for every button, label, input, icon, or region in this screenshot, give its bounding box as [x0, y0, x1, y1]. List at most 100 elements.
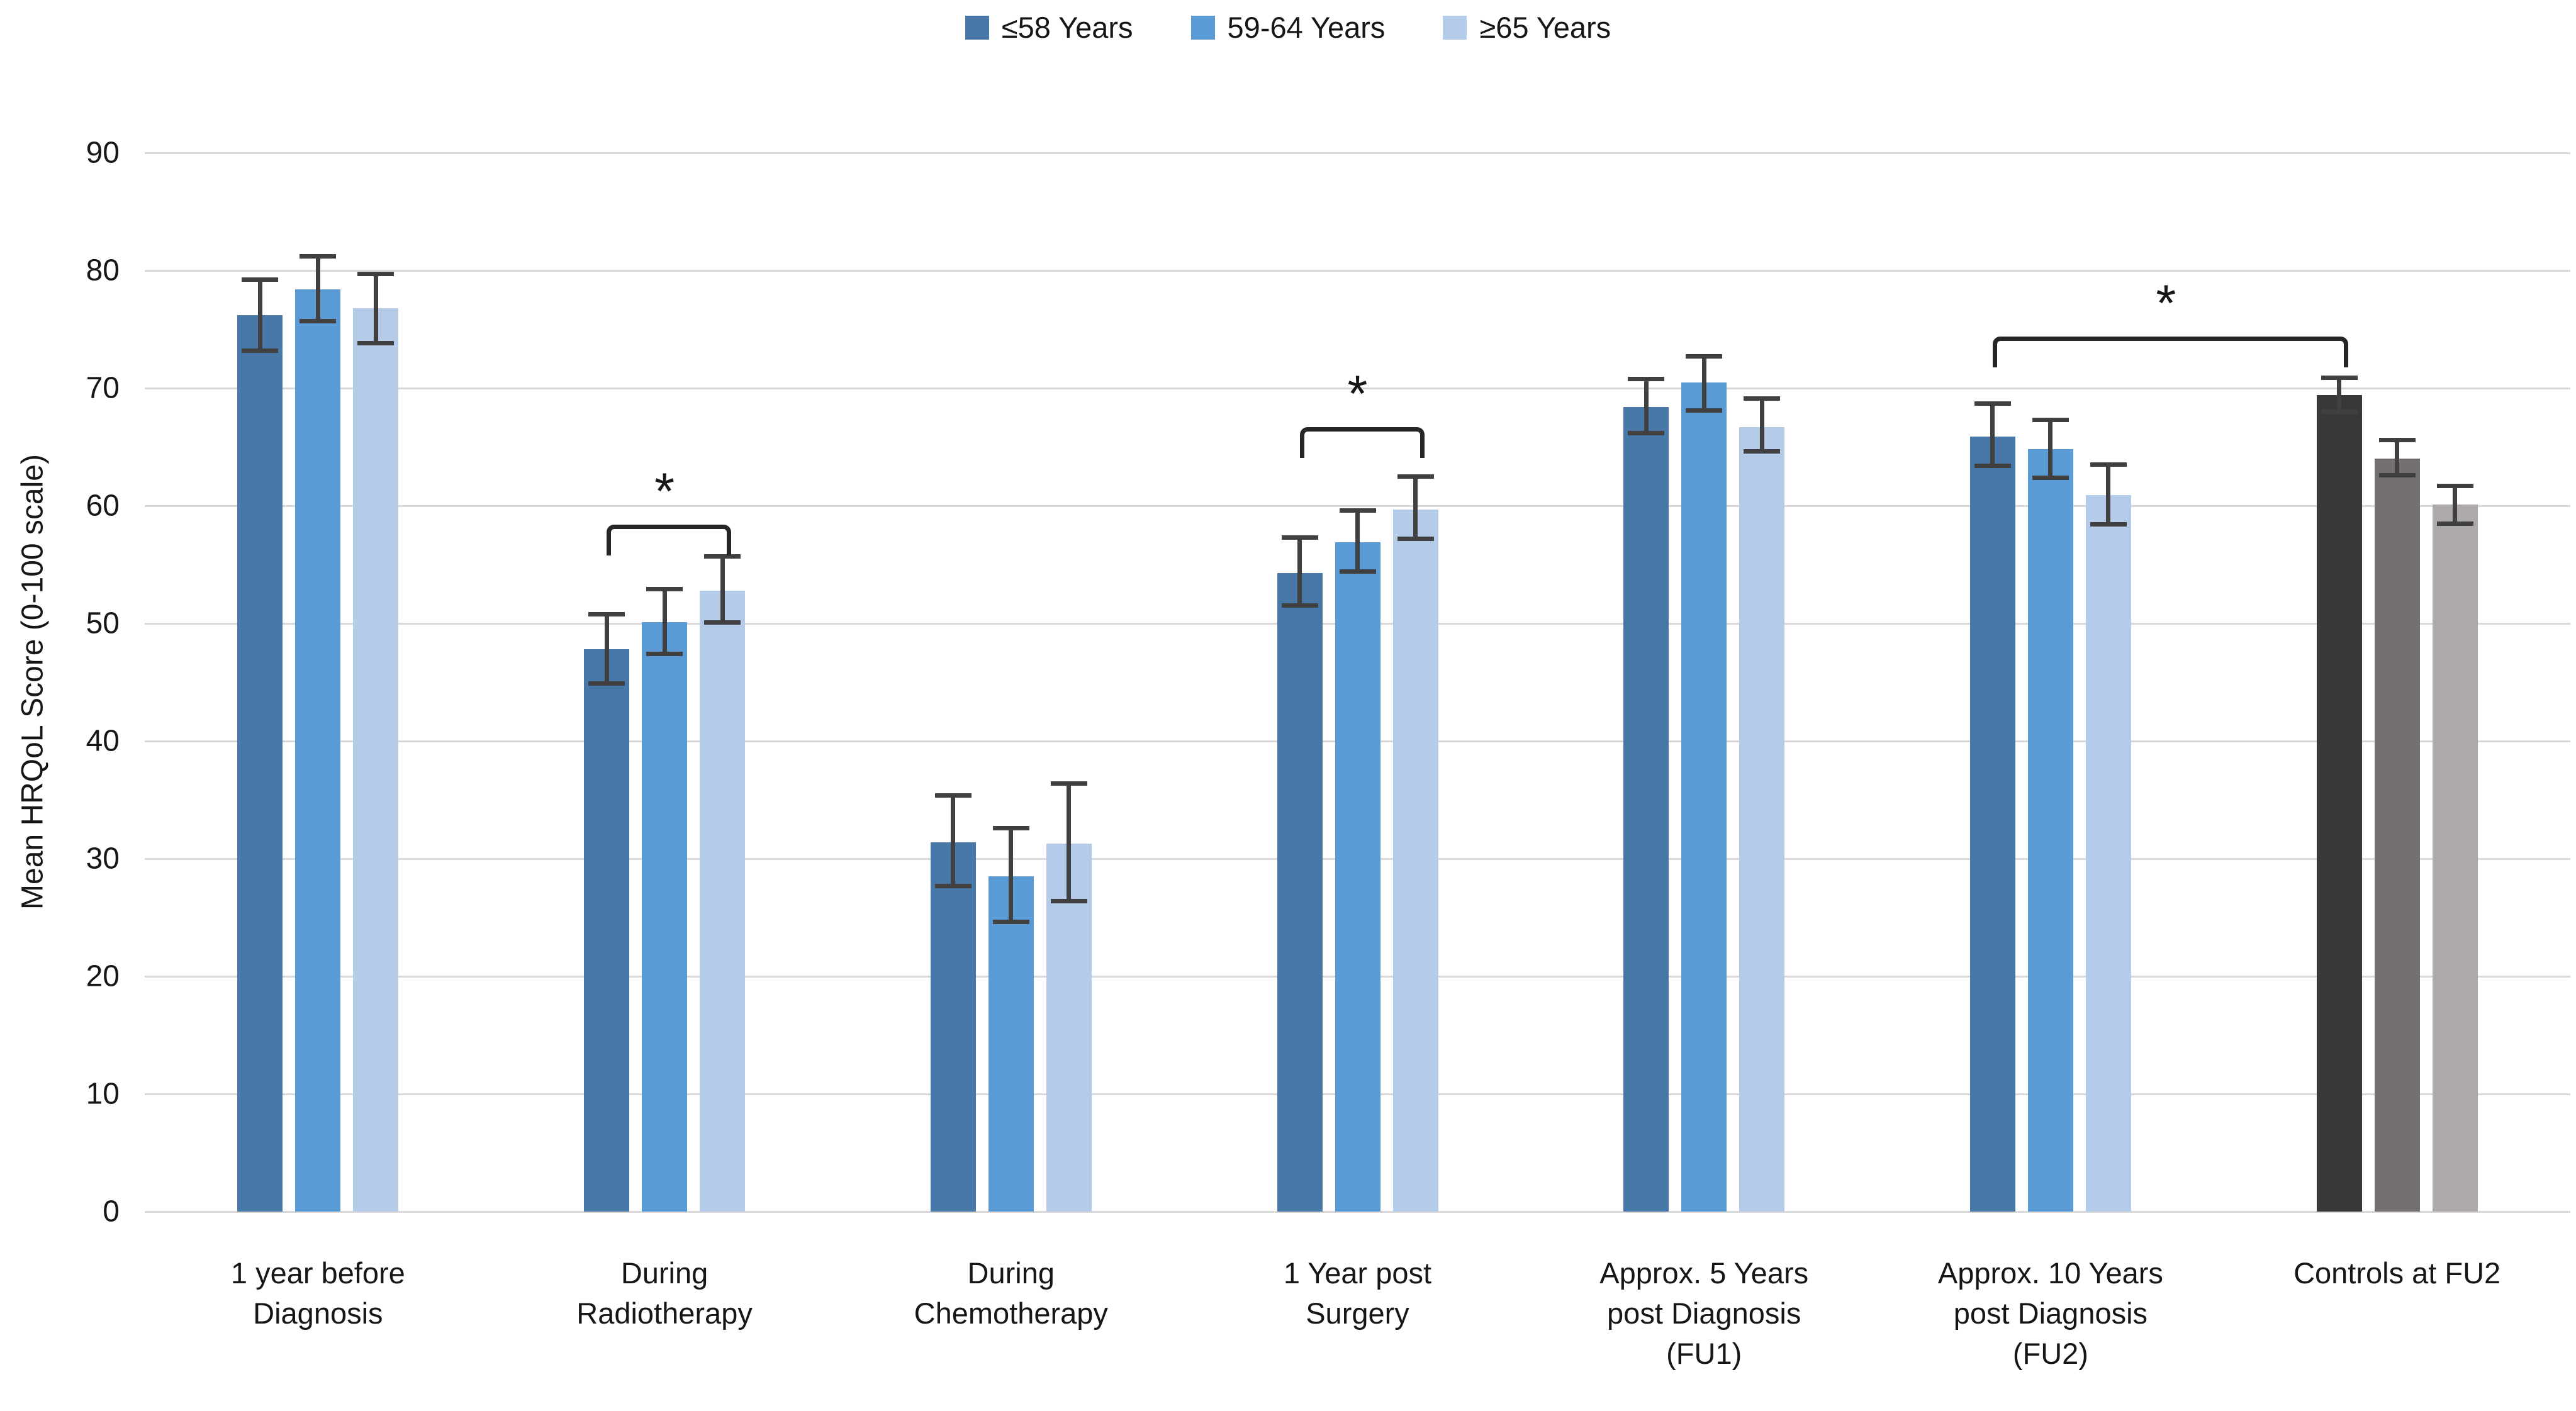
- gridline-0: [145, 1210, 2570, 1213]
- error-bar-cat5-series1: [2048, 420, 2053, 478]
- significance-asterisk-1: *: [1347, 365, 1368, 423]
- error-cap-high-cat6-series2: [2436, 483, 2473, 488]
- error-bar-cat3-series0: [1297, 537, 1302, 606]
- error-cap-low-cat1-series0: [588, 681, 625, 686]
- error-cap-low-cat2-series2: [1050, 898, 1087, 903]
- error-cap-high-cat0-series2: [357, 272, 395, 277]
- legend-swatch-le58: [965, 15, 989, 40]
- error-cap-high-cat5-series0: [1974, 401, 2011, 406]
- significance-asterisk-0: *: [654, 463, 675, 521]
- error-cap-low-cat5-series0: [1974, 463, 2011, 468]
- bar-cat3-series1: [1335, 542, 1380, 1212]
- error-bar-cat2-series2: [1067, 783, 1072, 901]
- bar-cat5-series2: [2085, 495, 2131, 1212]
- error-bar-cat4-series0: [1644, 379, 1649, 433]
- error-cap-low-cat1-series1: [646, 652, 683, 657]
- bar-cat4-series0: [1623, 406, 1669, 1212]
- error-cap-low-cat3-series0: [1281, 603, 1318, 608]
- y-tick-label-40: 40: [86, 724, 120, 758]
- error-bar-cat6-series2: [2453, 486, 2458, 524]
- bar-cat1-series1: [642, 622, 688, 1212]
- error-cap-low-cat6-series0: [2321, 409, 2358, 414]
- bar-cat4-series2: [1739, 427, 1785, 1212]
- bar-cat5-series1: [2027, 449, 2073, 1212]
- error-bar-cat5-series2: [2106, 464, 2111, 525]
- error-cap-high-cat4-series2: [1744, 396, 1781, 401]
- gridline-60: [145, 505, 2570, 507]
- error-bar-cat3-series2: [1413, 476, 1418, 539]
- error-cap-low-cat2-series0: [934, 883, 972, 888]
- bar-cat3-series0: [1277, 572, 1323, 1212]
- error-cap-high-cat5-series2: [2090, 462, 2127, 467]
- error-cap-low-cat0-series2: [357, 341, 395, 346]
- error-cap-low-cat1-series2: [704, 620, 741, 625]
- x-category-label-5: Approx. 10 Years post Diagnosis (FU2): [1937, 1256, 2163, 1370]
- bar-cat4-series1: [1681, 382, 1727, 1212]
- error-bar-cat3-series1: [1355, 510, 1360, 572]
- error-bar-cat2-series1: [1009, 828, 1014, 922]
- gridline-80: [145, 269, 2570, 272]
- error-cap-low-cat2-series1: [992, 920, 1029, 925]
- bar-cat6-series1: [2374, 459, 2420, 1212]
- error-cap-high-cat2-series0: [934, 793, 972, 798]
- y-tick-label-0: 0: [103, 1195, 120, 1229]
- error-cap-high-cat4-series1: [1686, 354, 1723, 359]
- error-bar-cat0-series0: [257, 279, 262, 351]
- error-cap-high-cat4-series0: [1628, 376, 1665, 381]
- error-cap-low-cat6-series2: [2436, 521, 2473, 526]
- x-category-label-1: During Radiotherapy: [576, 1256, 753, 1330]
- error-cap-low-cat5-series2: [2090, 522, 2127, 527]
- error-cap-low-cat3-series1: [1339, 569, 1376, 574]
- legend: ≤58 Years 59-64 Years ≥65 Years: [0, 10, 2576, 45]
- legend-swatch-59-64: [1190, 15, 1215, 40]
- bar-cat1-series2: [700, 590, 746, 1212]
- plot-area: Mean HRQoL Score (0-100 scale) 0 10 20 30 40…: [16, 137, 2570, 1229]
- x-category-label-0: 1 year before Diagnosis: [230, 1256, 405, 1330]
- error-bar-cat0-series2: [373, 274, 378, 343]
- significance-bracket-2: [1992, 337, 2348, 368]
- error-cap-high-cat2-series1: [992, 825, 1029, 830]
- error-cap-high-cat3-series1: [1339, 508, 1376, 513]
- legend-item-59-64: 59-64 Years: [1190, 10, 1385, 45]
- bar-cat2-series1: [988, 876, 1034, 1212]
- bar-cat6-series2: [2432, 505, 2478, 1212]
- bar-cat1-series0: [584, 649, 630, 1212]
- y-tick-label-90: 90: [86, 136, 120, 170]
- y-tick-label-10: 10: [86, 1077, 120, 1111]
- error-cap-high-cat0-series1: [300, 254, 337, 259]
- x-category-label-6: Controls at FU2: [2293, 1256, 2501, 1290]
- error-bar-cat6-series1: [2395, 440, 2400, 476]
- error-cap-high-cat0-series0: [242, 277, 279, 282]
- significance-asterisk-2: *: [2156, 275, 2176, 333]
- bar-cat2-series0: [930, 842, 976, 1212]
- error-cap-low-cat4-series0: [1628, 430, 1665, 435]
- error-cap-low-cat6-series1: [2378, 472, 2416, 477]
- error-cap-low-cat0-series0: [242, 348, 279, 353]
- bar-cat0-series2: [353, 308, 399, 1212]
- error-cap-high-cat6-series1: [2378, 437, 2416, 442]
- bar-cat0-series1: [295, 289, 341, 1212]
- error-cap-high-cat2-series2: [1050, 781, 1087, 786]
- error-cap-high-cat1-series1: [646, 587, 683, 592]
- error-bar-cat4-series2: [1759, 398, 1764, 452]
- error-cap-high-cat3-series0: [1281, 535, 1318, 540]
- error-cap-high-cat5-series1: [2032, 417, 2069, 422]
- error-bar-cat6-series0: [2337, 377, 2342, 412]
- x-category-label-2: During Chemotherapy: [914, 1256, 1108, 1330]
- error-cap-high-cat3-series2: [1397, 474, 1434, 479]
- y-tick-label-50: 50: [86, 606, 120, 640]
- error-bar-cat5-series0: [1990, 403, 1995, 466]
- bar-cat6-series0: [2316, 395, 2362, 1212]
- error-cap-high-cat6-series0: [2321, 375, 2358, 380]
- error-cap-low-cat4-series1: [1686, 408, 1723, 413]
- error-cap-low-cat0-series1: [300, 318, 337, 323]
- bar-cat3-series2: [1392, 509, 1438, 1212]
- error-bar-cat0-series1: [315, 256, 320, 321]
- y-tick-label-80: 80: [86, 254, 120, 287]
- significance-bracket-1: [1299, 427, 1425, 459]
- error-bar-cat2-series0: [951, 795, 956, 886]
- y-tick-label-70: 70: [86, 371, 120, 405]
- error-cap-high-cat1-series2: [704, 554, 741, 559]
- y-tick-label-60: 60: [86, 489, 120, 523]
- bar-cat2-series2: [1046, 843, 1092, 1212]
